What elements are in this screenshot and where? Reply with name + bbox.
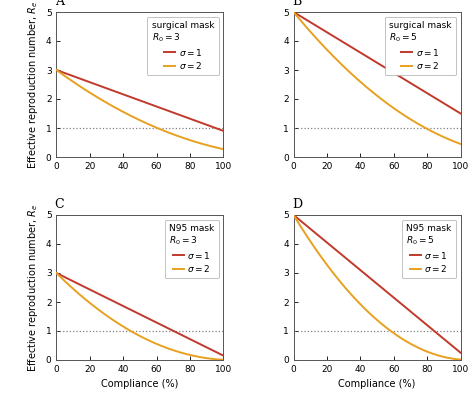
Legend: $\sigma = 1$, $\sigma = 2$: $\sigma = 1$, $\sigma = 2$ <box>148 16 219 75</box>
Legend: $\sigma = 1$, $\sigma = 2$: $\sigma = 1$, $\sigma = 2$ <box>164 220 219 278</box>
Y-axis label: Effective reproduction number, $R_e$: Effective reproduction number, $R_e$ <box>26 0 40 169</box>
Text: C: C <box>55 198 64 211</box>
Legend: $\sigma = 1$, $\sigma = 2$: $\sigma = 1$, $\sigma = 2$ <box>384 16 456 75</box>
Legend: $\sigma = 1$, $\sigma = 2$: $\sigma = 1$, $\sigma = 2$ <box>402 220 456 278</box>
Y-axis label: Effective reproduction number, $R_e$: Effective reproduction number, $R_e$ <box>26 203 40 372</box>
X-axis label: Compliance (%): Compliance (%) <box>338 380 416 390</box>
Text: B: B <box>292 0 301 8</box>
X-axis label: Compliance (%): Compliance (%) <box>101 380 179 390</box>
Text: D: D <box>292 198 302 211</box>
Text: A: A <box>55 0 64 8</box>
